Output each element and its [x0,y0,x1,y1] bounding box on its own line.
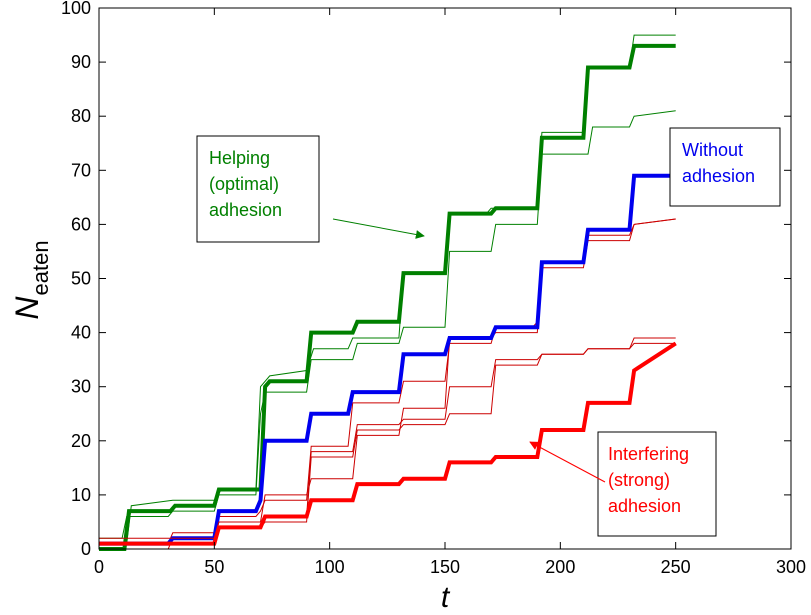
series-line-0 [99,34,676,545]
y-axis-label-sub: eaten [28,240,53,295]
annotation-helping: Helping (optimal) adhesion [196,135,425,243]
series-line-8 [99,341,677,546]
series-layer [99,34,677,551]
y-tick-label-100: 100 [61,0,91,18]
x-axis-label: t [441,581,451,614]
annotation-without-line2: adhesion [682,166,755,186]
annotation-helping-box [196,135,320,243]
y-tick-label-0: 0 [81,539,91,559]
x-tick-label-250: 250 [661,557,691,577]
series-line-5 [99,173,676,546]
annotation-helping-arrow [332,218,425,239]
y-axis-label: Neaten [9,240,53,319]
annotation-helping-line3: adhesion [209,200,282,220]
y-tick-label-50: 50 [71,269,91,289]
annotation-interfering-arrow [529,441,606,483]
y-tick-label-80: 80 [71,106,91,126]
x-tick-label-150: 150 [430,557,460,577]
annotation-interfering-box [597,431,717,537]
y-tick-label-90: 90 [71,52,91,72]
y-tick-label-30: 30 [71,377,91,397]
annotation-interfering: Interfering (strong) adhesion [529,431,717,537]
series-line-4 [99,218,676,550]
annotation-interfering-line2: (strong) [608,470,670,490]
annotation-interfering-line3: adhesion [608,496,681,516]
svg-text:Neaten: Neaten [9,240,53,319]
series-line-6 [99,337,676,539]
x-tick-label-200: 200 [545,557,575,577]
series-line-3 [99,218,676,545]
series-line-2 [99,43,676,551]
series-line-1 [99,110,676,539]
y-tick-label-20: 20 [71,431,91,451]
series-line-7 [99,342,676,545]
y-axis-label-main: N [9,296,45,320]
annotation-without: Without adhesion [669,127,781,207]
x-tick-label-300: 300 [776,557,806,577]
y-tick-label-70: 70 [71,160,91,180]
y-tick-label-40: 40 [71,323,91,343]
annotation-helping-line2: (optimal) [209,174,279,194]
y-tick-label-60: 60 [71,214,91,234]
ticks-layer: 0 50 100 150 200 250 300 0 10 20 30 40 50 60 70 80 90 100 [61,0,806,577]
annotation-without-box [669,127,781,207]
x-tick-label-100: 100 [315,557,345,577]
annotation-helping-line1: Helping [209,148,270,168]
annotation-interfering-line1: Interfering [608,444,689,464]
x-tick-label-50: 50 [204,557,224,577]
y-tick-label-10: 10 [71,485,91,505]
annotation-without-line1: Without [682,140,743,160]
x-tick-label-0: 0 [94,557,104,577]
